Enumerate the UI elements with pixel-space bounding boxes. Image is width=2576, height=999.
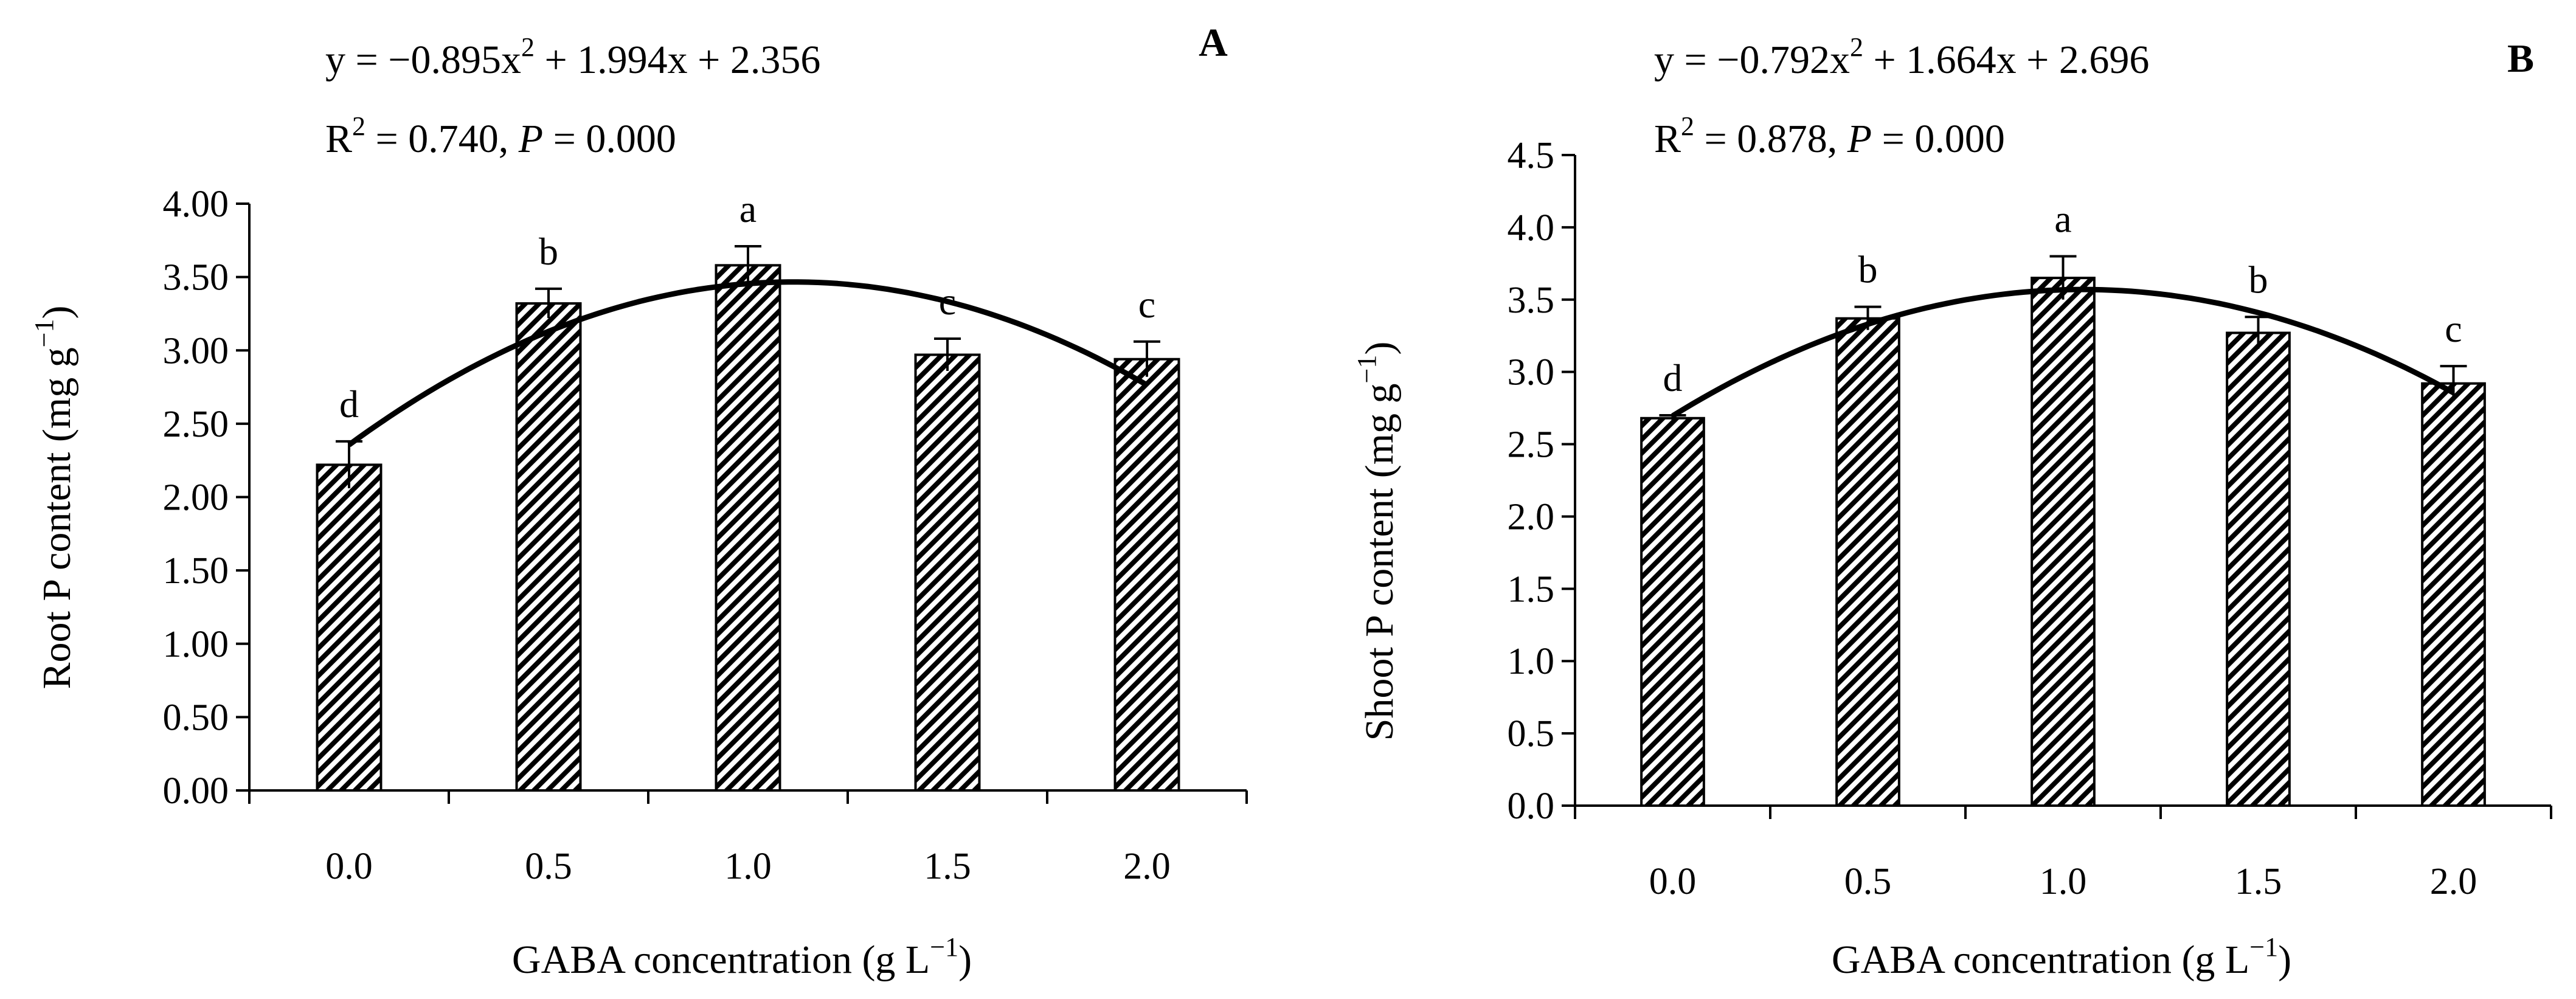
- panel-b-equation-main: y = −0.792x: [1654, 38, 1850, 82]
- panel-a-equation-exponent: 2: [521, 32, 535, 62]
- panel-a-bar: [914, 353, 981, 792]
- panel-a: y = −0.895x2 + 1.994x + 2.356 R2 = 0.740…: [29, 21, 1248, 982]
- panel-b-p-value: = 0.000: [1872, 117, 2005, 161]
- panel-b-r2-r: R: [1654, 117, 1681, 161]
- panel-a-fit-curve: [347, 279, 1149, 448]
- panel-b-y-axis-label-text: Shoot P content (mg g: [1357, 383, 1402, 741]
- panel-b-x-tick-label: 0.5: [1844, 861, 1892, 902]
- panel-b-y-tick-label: 4.5: [1508, 135, 1555, 176]
- panel-b-y-axis-label-exponent: −1: [1352, 355, 1382, 384]
- panel-a-y-tick-label: 0.50: [163, 697, 229, 738]
- panel-a-bar: [316, 463, 383, 792]
- panel-a-r2: R2 = 0.740, P = 0.000: [325, 111, 676, 161]
- panel-b-x-tick-label: 1.0: [2040, 861, 2087, 902]
- panel-a-bar: [515, 302, 582, 792]
- panel-b-equation-rest: + 1.664x + 2.696: [1863, 38, 2149, 82]
- panel-b-r2-exponent: 2: [1681, 111, 1694, 141]
- panel-b-bar: [1835, 317, 1900, 807]
- panel-b-plot-area: 0.0 0.5 1.0 1.5 2.0 2.5 3.0 3.5 4.0 4.5 0.0 0.5 1.0 1…: [1508, 135, 2552, 902]
- panel-b-x-axis-label-exponent: −1: [2249, 932, 2278, 962]
- panel-b-x-tick-label: 2.0: [2430, 861, 2477, 902]
- panel-a-bar: [715, 264, 781, 792]
- panel-b-bar: [1640, 417, 1705, 807]
- panel-a-x-tick-label: 0.5: [525, 846, 572, 887]
- panel-b-equation: y = −0.792x2 + 1.664x + 2.696: [1654, 32, 2149, 82]
- panel-b-x-axis-label: GABA concentration (g L−1): [1832, 932, 2291, 982]
- panel-b-p-symbol: P: [1847, 117, 1872, 161]
- panel-b-label: B: [2507, 36, 2534, 81]
- panel-a-significance-letter: a: [739, 187, 757, 230]
- panel-b-r2-value: = 0.878,: [1694, 117, 1847, 161]
- panel-a-significance-letter: d: [339, 382, 359, 426]
- panel-a-equation: y = −0.895x2 + 1.994x + 2.356: [325, 32, 820, 82]
- panel-b-x-axis-label-text: GABA concentration (g L: [1832, 938, 2249, 982]
- panel-a-y-axis-label: Root P content (mg g−1): [29, 305, 79, 689]
- panel-a-y-tick-label: 0.00: [163, 770, 229, 812]
- panel-b-y-tick-label: 3.0: [1508, 352, 1555, 393]
- panel-b: y = −0.792x2 + 1.664x + 2.696 R2 = 0.878…: [1352, 32, 2552, 982]
- panel-a-plot-area: 0.00 0.50 1.00 1.50 2.00 2.50 3.00 3.50 4.00 0.0 0…: [163, 184, 1248, 887]
- panel-b-significance-letter: c: [2445, 307, 2462, 350]
- panel-b-fit-curve: [1671, 286, 2455, 418]
- panel-a-y-axis-label-text: Root P content (mg g: [35, 347, 79, 689]
- panel-b-equation-exponent: 2: [1850, 32, 1863, 62]
- panel-b-bar: [2226, 331, 2291, 807]
- panel-a-y-tick-label: 1.50: [163, 550, 229, 592]
- panel-a-r2-exponent: 2: [352, 111, 365, 141]
- panel-a-x-axis-label-exponent: −1: [930, 932, 958, 962]
- panel-b-significance-letter: b: [2249, 258, 2268, 301]
- panel-a-equation-rest: + 1.994x + 2.356: [535, 38, 820, 82]
- panel-b-y-tick-label: 1.5: [1508, 569, 1555, 610]
- panel-a-equation-main: y = −0.895x: [325, 38, 521, 82]
- panel-b-y-tick-label: 0.5: [1508, 713, 1555, 755]
- panel-b-r2: R2 = 0.878, P = 0.000: [1654, 111, 2005, 161]
- panel-b-y-tick-label: 3.5: [1508, 280, 1555, 321]
- panel-a-p-symbol: P: [518, 117, 543, 161]
- panel-a-y-tick-label: 4.00: [163, 184, 229, 225]
- panel-a-x-tick-label: 0.0: [325, 846, 373, 887]
- panel-a-y-tick-label: 2.00: [163, 477, 229, 519]
- panel-b-bar: [2421, 382, 2486, 807]
- panel-a-x-tick-label: 1.5: [924, 846, 971, 887]
- panel-b-significance-letter: d: [1663, 356, 1683, 399]
- panel-a-p-value: = 0.000: [543, 117, 676, 161]
- panel-a-significance-letter: c: [1138, 283, 1155, 326]
- panel-a-bar: [1113, 358, 1180, 792]
- panel-b-y-tick-label: 1.0: [1508, 641, 1555, 682]
- panel-b-x-tick-label: 0.0: [1649, 861, 1697, 902]
- panel-b-y-tick-label: 4.0: [1508, 207, 1555, 249]
- panel-b-significance-letter: a: [2054, 197, 2071, 240]
- panel-b-x-tick-label: 1.5: [2235, 861, 2282, 902]
- panel-a-x-tick-label: 1.0: [724, 846, 772, 887]
- panel-a-x-axis-label-text: GABA concentration (g L: [512, 938, 930, 982]
- panel-b-y-axis-label: Shoot P content (mg g−1): [1352, 342, 1402, 741]
- panel-a-y-tick-label: 3.50: [163, 257, 229, 299]
- panel-a-label: A: [1199, 21, 1228, 65]
- panel-a-x-axis-label: GABA concentration (g L−1): [512, 932, 972, 982]
- panel-a-x-tick-label: 2.0: [1123, 846, 1171, 887]
- panel-b-y-tick-label: 0.0: [1508, 786, 1555, 827]
- panel-b-y-tick-label: 2.0: [1508, 496, 1555, 538]
- panel-a-r2-value: = 0.740,: [365, 117, 519, 161]
- panel-b-y-axis-label-end: ): [1357, 342, 1402, 355]
- panel-a-r2-r: R: [325, 117, 352, 161]
- panel-b-significance-letter: b: [1858, 248, 1878, 291]
- panel-a-y-tick-label: 3.00: [163, 330, 229, 372]
- panel-a-y-tick-label: 2.50: [163, 404, 229, 445]
- panel-a-y-axis-label-end: ): [35, 305, 79, 319]
- panel-b-bar: [2031, 277, 2096, 807]
- panel-b-y-tick-label: 2.5: [1508, 424, 1555, 466]
- panel-a-y-axis-label-exponent: −1: [29, 319, 59, 347]
- panel-b-x-axis-label-end: ): [2278, 938, 2291, 982]
- panel-a-x-axis-label-end: ): [958, 938, 972, 982]
- panel-a-y-tick-label: 1.00: [163, 624, 229, 665]
- panel-a-significance-letter: b: [539, 230, 558, 273]
